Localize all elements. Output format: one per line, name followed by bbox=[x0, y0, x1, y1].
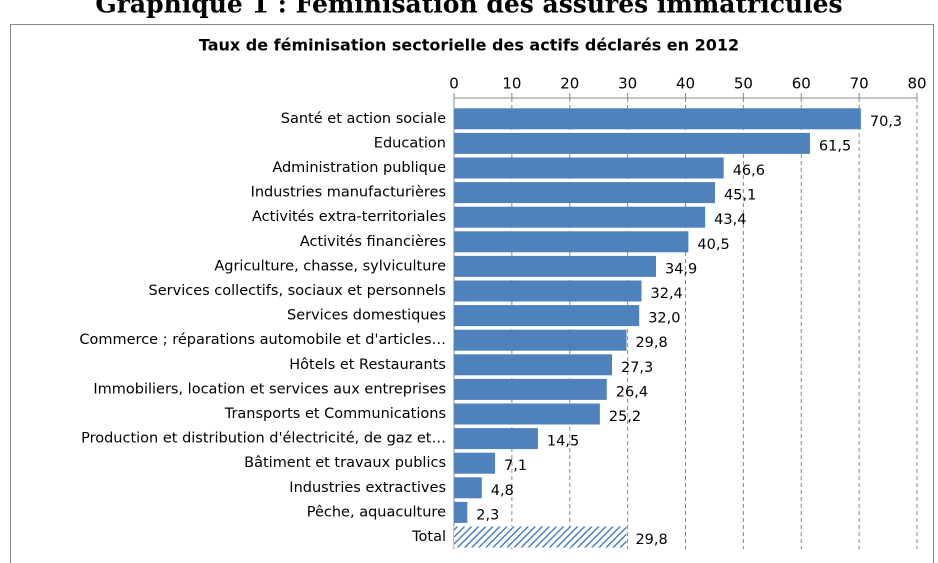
bar bbox=[454, 157, 724, 179]
data-label: 40,5 bbox=[697, 237, 729, 253]
data-label: 34,9 bbox=[665, 261, 697, 277]
data-label: 25,2 bbox=[609, 409, 641, 425]
data-label: 29,8 bbox=[635, 335, 667, 351]
bar bbox=[454, 403, 600, 425]
x-tick-label: 50 bbox=[734, 75, 753, 93]
y-tick-label: Services collectifs, sociaux et personne… bbox=[149, 283, 446, 299]
bar bbox=[454, 428, 538, 450]
bar bbox=[454, 501, 468, 523]
y-tick-label: Agriculture, chasse, sylviculture bbox=[214, 258, 446, 274]
y-tick-label: Bâtiment et travaux publics bbox=[244, 455, 446, 471]
y-tick-label: Services domestiques bbox=[287, 308, 446, 324]
bar bbox=[454, 255, 656, 277]
y-tick-label: Total bbox=[411, 529, 446, 545]
bar bbox=[454, 354, 612, 376]
y-tick-label: Activités extra-territoriales bbox=[252, 209, 446, 225]
data-label: 45,1 bbox=[724, 188, 756, 204]
y-tick-label: Commerce ; réparations automobile et d'a… bbox=[79, 332, 446, 348]
x-tick-label: 20 bbox=[560, 75, 579, 93]
bar bbox=[454, 477, 482, 499]
bar bbox=[454, 132, 810, 154]
data-label: 46,6 bbox=[733, 163, 765, 179]
data-label: 43,4 bbox=[714, 212, 746, 228]
data-label: 26,4 bbox=[616, 384, 648, 400]
bar bbox=[454, 329, 627, 351]
bar bbox=[454, 526, 627, 548]
bar bbox=[454, 305, 640, 327]
bar bbox=[454, 452, 496, 474]
data-label: 14,5 bbox=[547, 434, 579, 450]
x-tick-label: 0 bbox=[449, 75, 459, 93]
y-tick-label: Administration publique bbox=[272, 160, 446, 176]
y-tick-label: Immobiliers, location et services aux en… bbox=[93, 381, 446, 397]
bar bbox=[454, 182, 716, 204]
y-tick-label: Industries extractives bbox=[289, 480, 446, 496]
x-tick-label: 60 bbox=[792, 75, 811, 93]
y-tick-label: Hôtels et Restaurants bbox=[289, 357, 446, 373]
data-label: 70,3 bbox=[870, 114, 902, 130]
bar bbox=[454, 378, 607, 400]
data-label: 61,5 bbox=[819, 138, 851, 154]
bar bbox=[454, 231, 689, 253]
data-label: 32,0 bbox=[648, 311, 680, 327]
y-tick-label: Transports et Communications bbox=[224, 406, 446, 422]
y-tick-label: Education bbox=[374, 135, 446, 151]
x-tick-label: 30 bbox=[618, 75, 637, 93]
data-label: 7,1 bbox=[504, 458, 527, 474]
y-tick-label: Production et distribution d'électricité… bbox=[81, 431, 446, 447]
data-label: 27,3 bbox=[621, 360, 653, 376]
y-tick-label: Santé et action sociale bbox=[281, 111, 446, 127]
y-tick-label: Industries manufacturières bbox=[251, 185, 446, 201]
page-heading: Graphique 1 : Féminisation des assurés i… bbox=[95, 0, 842, 19]
data-label: 29,8 bbox=[635, 532, 667, 548]
data-label: 2,3 bbox=[476, 507, 499, 523]
x-tick-label: 10 bbox=[502, 75, 521, 93]
y-tick-label: Activités financières bbox=[300, 234, 446, 250]
chart-title: Taux de féminisation sectorielle des act… bbox=[199, 36, 739, 55]
x-tick-label: 80 bbox=[907, 75, 926, 93]
bar bbox=[454, 206, 706, 228]
bar bbox=[454, 108, 861, 130]
y-tick-label: Pêche, aquaculture bbox=[307, 504, 446, 520]
data-label: 4,8 bbox=[491, 483, 514, 499]
x-tick-label: 70 bbox=[850, 75, 869, 93]
chart-frame bbox=[10, 24, 934, 563]
bar bbox=[454, 280, 642, 302]
data-label: 32,4 bbox=[651, 286, 683, 302]
x-tick-label: 40 bbox=[676, 75, 695, 93]
